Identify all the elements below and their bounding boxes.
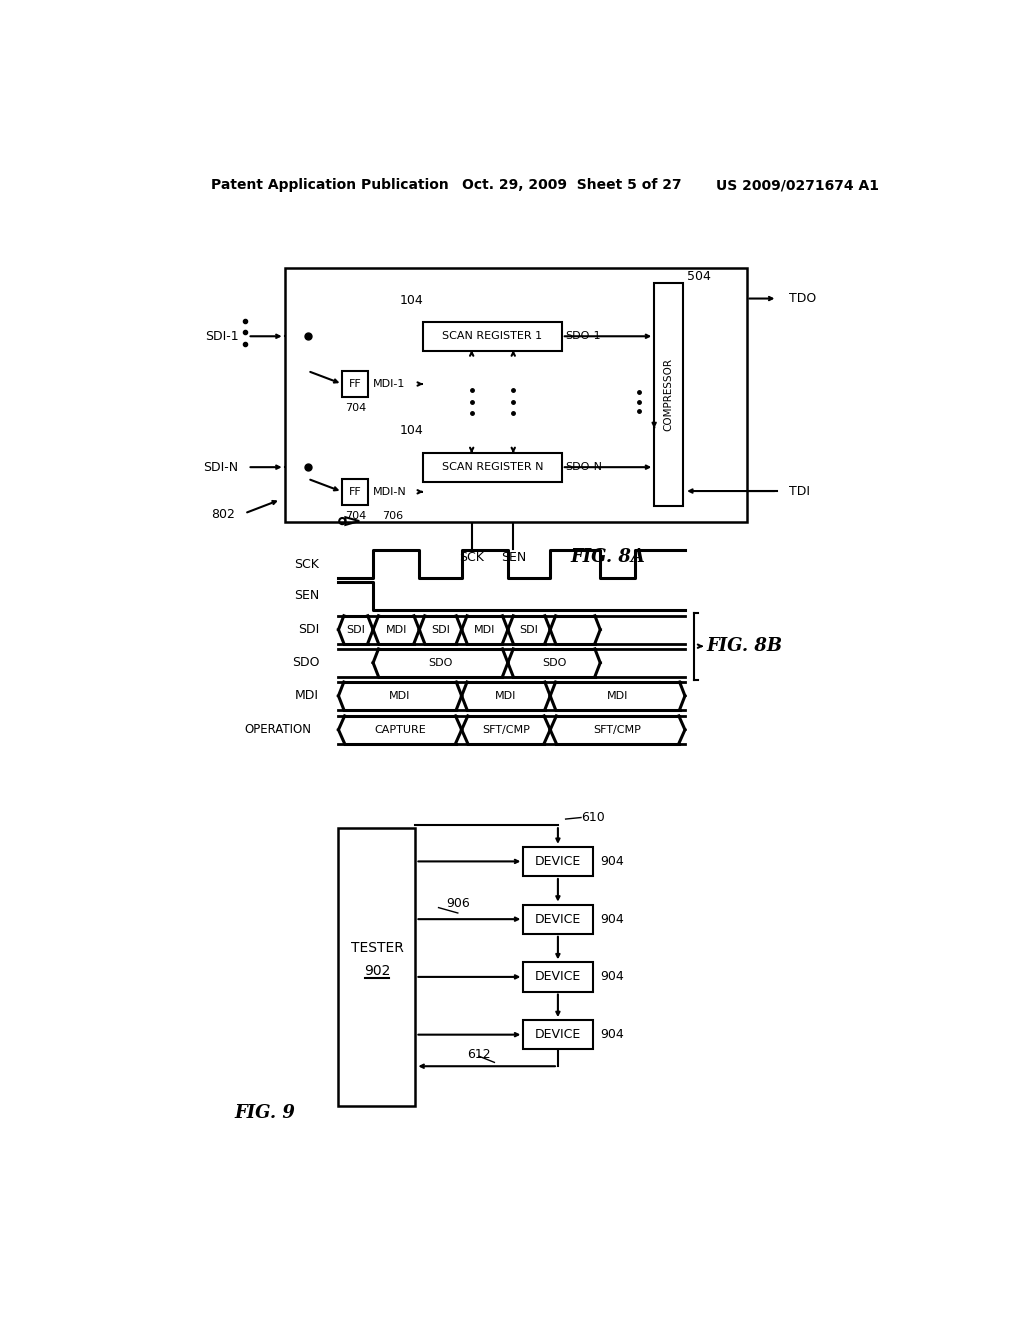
Text: SDI: SDI [519, 624, 539, 635]
Text: DEVICE: DEVICE [535, 912, 581, 925]
Text: US 2009/0271674 A1: US 2009/0271674 A1 [716, 178, 879, 193]
Text: SDO: SDO [542, 657, 566, 668]
Bar [342, 479, 369, 506]
Text: 802: 802 [211, 508, 234, 521]
Bar [523, 904, 593, 933]
Text: SDO-1: SDO-1 [565, 331, 601, 342]
Text: TDO: TDO [788, 292, 816, 305]
Text: 104: 104 [400, 425, 424, 437]
Text: FIG. 9: FIG. 9 [234, 1105, 296, 1122]
Text: MDI-1: MDI-1 [373, 379, 406, 389]
Text: DEVICE: DEVICE [535, 855, 581, 869]
Text: MDI: MDI [389, 690, 411, 701]
Text: TESTER: TESTER [350, 941, 403, 954]
Text: SEN: SEN [294, 589, 319, 602]
Text: MDI: MDI [385, 624, 407, 635]
Text: 706: 706 [382, 511, 403, 520]
Text: 610: 610 [581, 810, 605, 824]
Text: SFT/CMP: SFT/CMP [594, 725, 641, 735]
Text: SDO: SDO [292, 656, 319, 669]
Bar [523, 962, 593, 991]
Text: MDI: MDI [295, 689, 319, 702]
Text: SCK: SCK [459, 550, 484, 564]
Text: SDI: SDI [346, 624, 366, 635]
Text: SDI-N: SDI-N [203, 461, 239, 474]
Text: DEVICE: DEVICE [535, 1028, 581, 1041]
Text: MDI: MDI [496, 690, 517, 701]
Text: FIG. 8B: FIG. 8B [707, 638, 782, 655]
Text: SEN: SEN [501, 550, 526, 564]
Text: 504: 504 [687, 271, 711, 284]
Text: FF: FF [349, 379, 361, 389]
Text: MDI: MDI [607, 690, 629, 701]
Text: 704: 704 [345, 403, 366, 413]
Text: 704: 704 [345, 511, 366, 520]
Text: MDI-N: MDI-N [373, 487, 407, 496]
Text: FF: FF [349, 487, 361, 496]
Text: 904: 904 [600, 912, 624, 925]
Bar [285, 268, 746, 521]
Text: SDO-N: SDO-N [565, 462, 602, 473]
Bar [342, 371, 369, 397]
Text: COMPRESSOR: COMPRESSOR [664, 358, 674, 432]
Text: FIG. 8A: FIG. 8A [570, 548, 645, 566]
Text: OPERATION: OPERATION [245, 723, 311, 737]
Text: 904: 904 [600, 1028, 624, 1041]
Text: Patent Application Publication: Patent Application Publication [211, 178, 450, 193]
Text: SDI: SDI [298, 623, 319, 636]
Text: SFT/CMP: SFT/CMP [482, 725, 529, 735]
Text: SDO: SDO [428, 657, 453, 668]
Text: 612: 612 [467, 1048, 490, 1061]
Bar [523, 1020, 593, 1049]
Text: SCK: SCK [294, 557, 319, 570]
Text: Oct. 29, 2009  Sheet 5 of 27: Oct. 29, 2009 Sheet 5 of 27 [462, 178, 681, 193]
Text: CAPTURE: CAPTURE [374, 725, 426, 735]
Text: SDI: SDI [431, 624, 450, 635]
Text: 904: 904 [600, 855, 624, 869]
Text: SDI-1: SDI-1 [205, 330, 239, 343]
Text: TDI: TDI [788, 484, 810, 498]
Text: 902: 902 [364, 964, 390, 978]
Bar [523, 847, 593, 876]
Text: 906: 906 [446, 898, 470, 911]
Text: 904: 904 [600, 970, 624, 983]
Text: 104: 104 [400, 293, 424, 306]
Bar [423, 322, 562, 351]
Bar [654, 284, 683, 507]
Text: DEVICE: DEVICE [535, 970, 581, 983]
Bar [423, 453, 562, 482]
Text: SCAN REGISTER 1: SCAN REGISTER 1 [442, 331, 543, 342]
Text: SCAN REGISTER N: SCAN REGISTER N [441, 462, 543, 473]
Text: MDI: MDI [474, 624, 496, 635]
Bar [339, 829, 416, 1106]
